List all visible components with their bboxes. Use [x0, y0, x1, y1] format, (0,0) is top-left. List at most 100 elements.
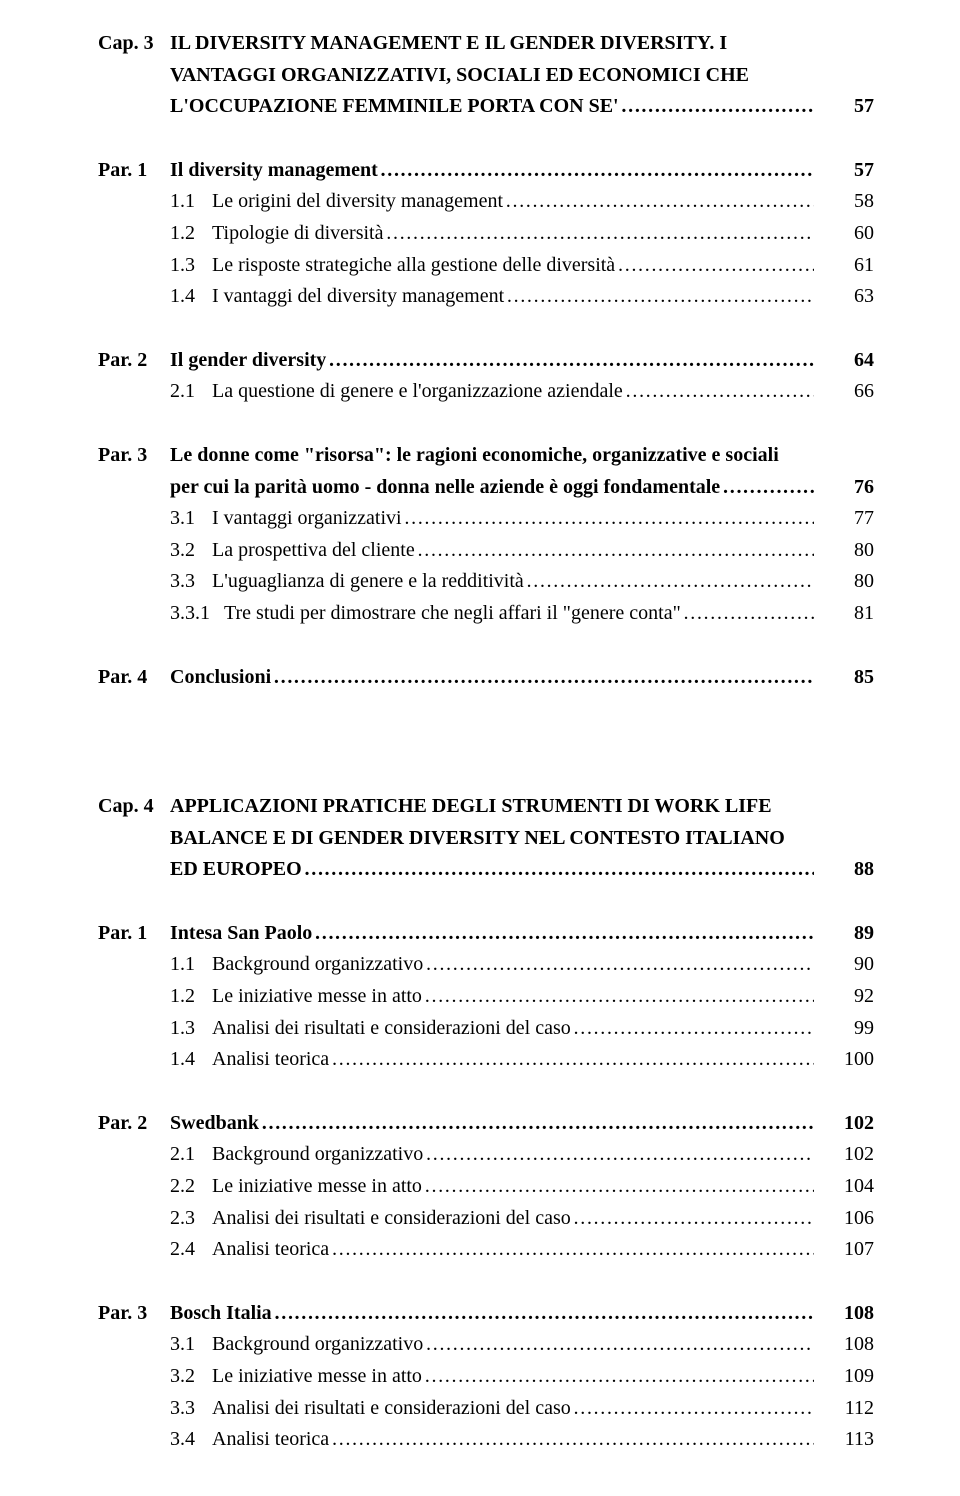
toc-item-row: 3.1Background organizzativo 108	[98, 1329, 874, 1361]
par-label: Par. 4	[98, 662, 170, 694]
item-num: 3.3	[170, 566, 212, 598]
item-text: I vantaggi del diversity management	[212, 281, 814, 313]
item-page: 108	[814, 1329, 874, 1361]
item-text: Le origini del diversity management	[212, 186, 814, 218]
item-num: 3.2	[170, 1361, 212, 1393]
subitem-page: 81	[814, 598, 874, 630]
item-text: Le iniziative messe in atto	[212, 1171, 814, 1203]
item-text: L'uguaglianza di genere e la redditività	[212, 566, 814, 598]
item-num: 1.4	[170, 1044, 212, 1076]
item-text: Le iniziative messe in atto	[212, 1361, 814, 1393]
par-label: Par. 1	[98, 155, 170, 187]
par3-title-line1: Le donne come "risorsa": le ragioni econ…	[170, 440, 814, 472]
cap3-title-last-text: L'OCCUPAZIONE FEMMINILE PORTA CON SE'	[170, 91, 619, 123]
item-page: 60	[814, 218, 874, 250]
par-page: 76	[814, 472, 874, 504]
cap4-block: Cap. 4 APPLICAZIONI PRATICHE DEGLI STRUM…	[98, 791, 874, 1456]
item-text: Background organizzativo	[212, 949, 814, 981]
item-num: 3.4	[170, 1424, 212, 1456]
item-page: 99	[814, 1013, 874, 1045]
par-page: 89	[814, 918, 874, 950]
toc-item-row: 1.3Analisi dei risultati e considerazion…	[98, 1013, 874, 1045]
item-page: 109	[814, 1361, 874, 1393]
item-text: Le iniziative messe in atto	[212, 981, 814, 1013]
item-num: 1.1	[170, 186, 212, 218]
item-text: Background organizzativo	[212, 1329, 814, 1361]
cap3-par4-row: Par. 4 Conclusioni 85	[98, 662, 874, 694]
item-text: La prospettiva del cliente	[212, 535, 814, 567]
cap3-par1-row: Par. 1 Il diversity management 57	[98, 155, 874, 187]
cap4-title-line1: APPLICAZIONI PRATICHE DEGLI STRUMENTI DI…	[170, 791, 814, 823]
item-num: 2.4	[170, 1234, 212, 1266]
item-page: 58	[814, 186, 874, 218]
item-num: 1.1	[170, 949, 212, 981]
par-label: Par. 2	[98, 1108, 170, 1140]
cap3-title: IL DIVERSITY MANAGEMENT E IL GENDER DIVE…	[170, 28, 814, 123]
item-num: 2.1	[170, 376, 212, 408]
item-num: 3.1	[170, 503, 212, 535]
item-num: 2.1	[170, 1139, 212, 1171]
item-page: 104	[814, 1171, 874, 1203]
item-num: 3.2	[170, 535, 212, 567]
item-text: Analisi dei risultati e considerazioni d…	[212, 1393, 814, 1425]
item-num: 2.3	[170, 1203, 212, 1235]
item-page: 61	[814, 250, 874, 282]
item-num: 2.2	[170, 1171, 212, 1203]
item-num: 3.3	[170, 1393, 212, 1425]
item-num: 1.2	[170, 981, 212, 1013]
leader-dots	[619, 91, 814, 123]
cap4-title-row: Cap. 4 APPLICAZIONI PRATICHE DEGLI STRUM…	[98, 791, 874, 886]
cap3-title-row: Cap. 3 IL DIVERSITY MANAGEMENT E IL GEND…	[98, 28, 874, 123]
toc-item-row: 3.2Le iniziative messe in atto 109	[98, 1361, 874, 1393]
cap3-title-line2: VANTAGGI ORGANIZZATIVI, SOCIALI ED ECONO…	[170, 60, 814, 92]
item-page: 80	[814, 535, 874, 567]
par-title: Bosch Italia	[170, 1298, 814, 1330]
item-num: 1.2	[170, 218, 212, 250]
par-title: Le donne come "risorsa": le ragioni econ…	[170, 440, 814, 503]
cap4-par3-row: Par. 3 Bosch Italia 108	[98, 1298, 874, 1330]
toc-page: Cap. 3 IL DIVERSITY MANAGEMENT E IL GEND…	[0, 0, 960, 1496]
cap3-title-last: L'OCCUPAZIONE FEMMINILE PORTA CON SE'	[170, 91, 814, 123]
item-text: Background organizzativo	[212, 1139, 814, 1171]
par-title: Intesa San Paolo	[170, 918, 814, 950]
toc-item-row: 2.2Le iniziative messe in atto 104	[98, 1171, 874, 1203]
item-page: 100	[814, 1044, 874, 1076]
toc-item-row: 2.1Background organizzativo 102	[98, 1139, 874, 1171]
leader-dots	[378, 155, 814, 187]
item-page: 113	[814, 1424, 874, 1456]
item-text: Analisi dei risultati e considerazioni d…	[212, 1203, 814, 1235]
item-page: 107	[814, 1234, 874, 1266]
par-page: 64	[814, 345, 874, 377]
par-title: Conclusioni	[170, 662, 814, 694]
item-num: 1.3	[170, 250, 212, 282]
par-page: 102	[814, 1108, 874, 1140]
toc-item-row: 3.1 I vantaggi organizzativi 77	[98, 503, 874, 535]
toc-item-row: 1.2 Tipologie di diversità 60	[98, 218, 874, 250]
par-label: Par. 1	[98, 918, 170, 950]
par-label: Par. 3	[98, 440, 170, 472]
toc-item-row: 1.4Analisi teorica 100	[98, 1044, 874, 1076]
item-num: 1.4	[170, 281, 212, 313]
par-page: 85	[814, 662, 874, 694]
cap3-label: Cap. 3	[98, 28, 170, 60]
cap4-title: APPLICAZIONI PRATICHE DEGLI STRUMENTI DI…	[170, 791, 814, 886]
toc-item-row: 1.3 Le risposte strategiche alla gestion…	[98, 250, 874, 282]
toc-item-row: 3.3Analisi dei risultati e considerazion…	[98, 1393, 874, 1425]
cap3-title-line1: IL DIVERSITY MANAGEMENT E IL GENDER DIVE…	[170, 28, 814, 60]
toc-item-row: 3.3 L'uguaglianza di genere e la redditi…	[98, 566, 874, 598]
item-text: Le risposte strategiche alla gestione de…	[212, 250, 814, 282]
item-text: La questione di genere e l'organizzazion…	[212, 376, 814, 408]
cap4-title-line2: BALANCE E DI GENDER DIVERSITY NEL CONTES…	[170, 823, 814, 855]
cap4-par2-row: Par. 2 Swedbank 102	[98, 1108, 874, 1140]
cap4-label: Cap. 4	[98, 791, 170, 823]
cap3-page: 57	[814, 91, 874, 123]
par-page: 108	[814, 1298, 874, 1330]
subitem-text: Tre studi per dimostrare che negli affar…	[224, 598, 814, 630]
toc-item-row: 1.1Background organizzativo 90	[98, 949, 874, 981]
item-text: Analisi teorica	[212, 1044, 814, 1076]
item-text: Analisi teorica	[212, 1424, 814, 1456]
toc-item-row: 2.4Analisi teorica 107	[98, 1234, 874, 1266]
item-num: 3.1	[170, 1329, 212, 1361]
par-title: Swedbank	[170, 1108, 814, 1140]
cap3-par2-row: Par. 2 Il gender diversity 64	[98, 345, 874, 377]
